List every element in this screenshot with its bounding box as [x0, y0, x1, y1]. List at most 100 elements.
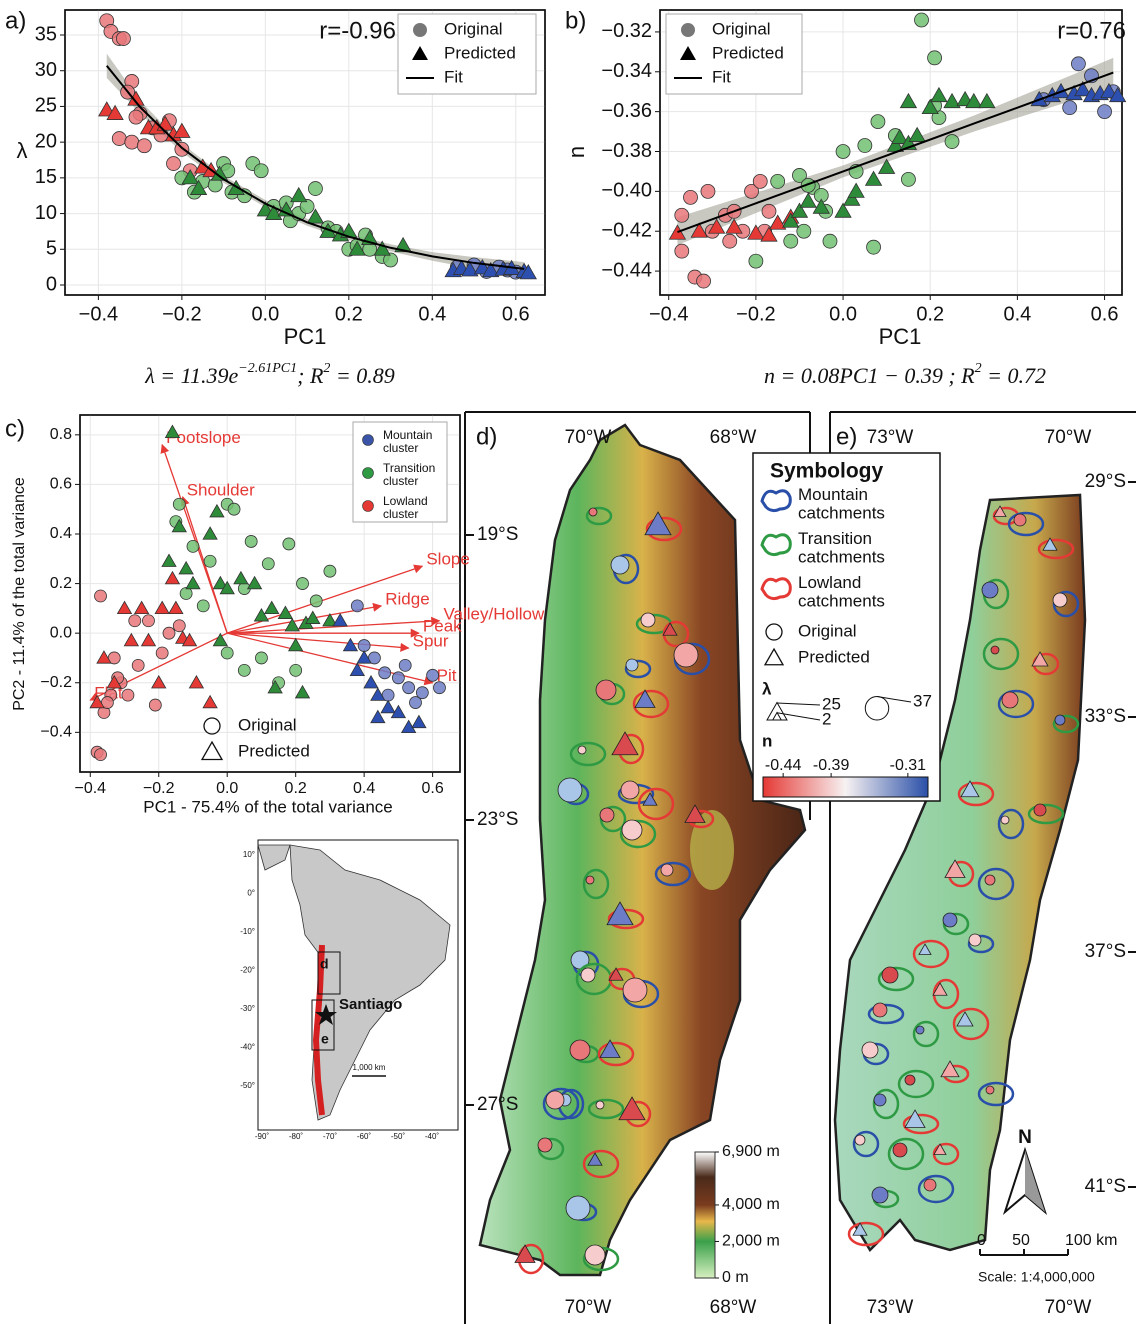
- original-point: [179, 587, 193, 600]
- catchment: [897, 1069, 935, 1099]
- predicted-point: [322, 612, 338, 627]
- predicted-point: [164, 570, 181, 585]
- scale-label: 100 km: [1065, 1232, 1117, 1249]
- catchment: [847, 1221, 885, 1247]
- formula-part: ;: [297, 363, 310, 388]
- catchment: [597, 1041, 635, 1067]
- inset-y-tick-label: -30°: [240, 1004, 255, 1013]
- y-tick-label: −0.44: [601, 259, 652, 281]
- panel-label: c): [5, 415, 25, 442]
- plot-frame: [659, 9, 1123, 296]
- panel-label: a): [5, 7, 26, 34]
- colorbar-label: 2,000 m: [722, 1233, 780, 1250]
- original-point: [124, 134, 140, 150]
- predicted-point: [782, 212, 800, 228]
- site-triangle: [918, 943, 932, 955]
- vector-label: Valley/Hollow: [443, 604, 545, 623]
- n-colorbar: [762, 776, 929, 798]
- predicted-point: [707, 218, 726, 234]
- y-tick-label: −0.34: [601, 60, 652, 82]
- scale-text: Scale: 1:4,000,000: [978, 1269, 1095, 1285]
- catchment: [1052, 714, 1080, 734]
- original-point: [203, 554, 217, 568]
- x-tick-label: 0.6: [502, 303, 530, 325]
- elevation-colorbar: [694, 1151, 716, 1279]
- original-point: [914, 12, 929, 28]
- site-circle: [569, 1039, 591, 1061]
- y-tick-label: 10: [35, 202, 57, 224]
- predicted-point: [164, 424, 181, 439]
- symbology-label: Mountain catchments: [798, 485, 885, 523]
- original-point: [722, 233, 738, 249]
- original-point: [166, 156, 181, 171]
- catchment: [957, 781, 995, 807]
- y-axis-label: n: [564, 146, 589, 158]
- colorbar-label: -0.44: [765, 757, 802, 774]
- predicted-point: [747, 224, 765, 240]
- original-point: [172, 619, 186, 633]
- inset-box-label: d: [320, 956, 329, 972]
- catchment: [867, 1003, 905, 1025]
- legend-label: Mountain cluster: [383, 428, 432, 455]
- formula: λ = 11.39e−2.61PC1; R2 = 0.89: [144, 361, 395, 388]
- predicted-point: [332, 612, 348, 627]
- map-label: d): [476, 423, 497, 450]
- x-tick-label: 0.2: [916, 303, 944, 325]
- predicted-point: [843, 190, 861, 206]
- catchment: [912, 939, 950, 969]
- symbology-label: Original: [798, 621, 857, 640]
- color-title: n: [762, 731, 772, 750]
- site-triangle: [608, 967, 624, 981]
- lon-label: 70°W: [565, 427, 612, 448]
- predicted-point: [106, 104, 124, 120]
- legend-label: Original: [712, 19, 771, 38]
- predicted-point: [277, 201, 295, 217]
- lat-label: 37°S: [1085, 941, 1126, 962]
- site-circle: [985, 1085, 995, 1095]
- catchment: [877, 966, 915, 992]
- formula-part: PC1 − 0.39 ;: [838, 363, 961, 388]
- x-tick-label: 0.2: [335, 303, 363, 325]
- original-point: [253, 163, 269, 179]
- original-point: [857, 138, 873, 153]
- x-tick-label: 0.4: [1003, 303, 1031, 325]
- site-circle: [892, 1142, 908, 1158]
- loading-vector: [226, 564, 424, 634]
- legend-label: Predicted: [712, 43, 784, 62]
- predicted-point: [411, 714, 427, 729]
- predicted-point: [123, 632, 140, 647]
- predicted-point: [1108, 86, 1127, 103]
- catchment: [852, 1130, 880, 1158]
- original-point: [121, 688, 135, 702]
- predicted-point: [253, 608, 270, 622]
- lon-label: 68°W: [710, 427, 757, 448]
- loading-vector: [89, 632, 228, 701]
- original-point: [927, 50, 942, 66]
- original-point: [131, 658, 145, 672]
- size-label: 37: [913, 691, 932, 710]
- catchment: [619, 819, 657, 849]
- inset-y-tick-label: -20°: [240, 966, 255, 975]
- symbology-box: [752, 452, 941, 802]
- y-tick-label: 20: [35, 130, 57, 152]
- original-point: [128, 614, 142, 628]
- annotation: r=-0.96: [319, 17, 396, 44]
- original-point: [323, 564, 337, 578]
- size-leader: [876, 696, 912, 703]
- site-triangle: [960, 780, 980, 798]
- original-point: [433, 681, 446, 695]
- legend-marker: [203, 717, 221, 735]
- original-point: [822, 233, 838, 249]
- site-circle: [873, 1093, 887, 1107]
- catchment: [967, 934, 995, 954]
- original-point: [155, 646, 169, 660]
- y-tick-label: 0.8: [50, 426, 72, 443]
- site-circle: [673, 642, 699, 668]
- original-point: [128, 109, 144, 125]
- y-tick-label: 0.4: [50, 525, 72, 542]
- predicted-point: [394, 236, 412, 253]
- predicted-point: [287, 637, 304, 652]
- site-circle: [990, 645, 1000, 655]
- y-tick-label: 15: [35, 166, 57, 188]
- site-circle: [861, 1041, 879, 1059]
